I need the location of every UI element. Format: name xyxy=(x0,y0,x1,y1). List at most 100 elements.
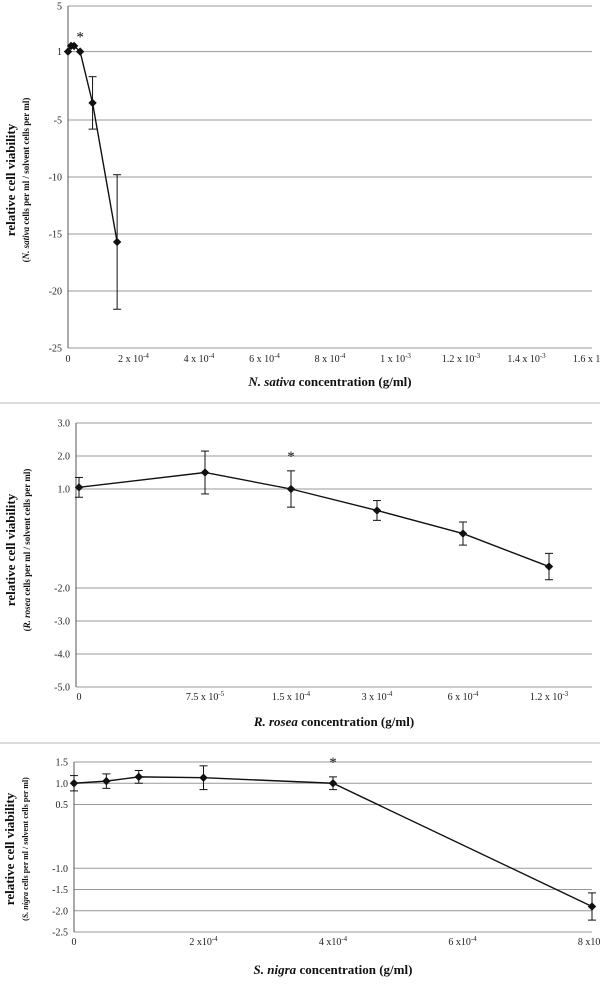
x-tick-exponent: -4 xyxy=(341,935,347,943)
x-tick-exponent: -4 xyxy=(471,935,477,943)
x-tick-mantissa: 7.5 x 10 xyxy=(186,692,219,703)
y-axis-sublabel: (R. rosea cells per ml / solvent cells p… xyxy=(22,469,32,632)
chart-panel-rrosea: 3.0 2.0 1.0 -2.0 -3.0 -4.0 -5.0 0 7.5 x 10-5 1.5 … xyxy=(0,404,600,740)
y-axis-sublabel: (N. sativa cells per ml / solvent cells … xyxy=(21,98,31,263)
data-point xyxy=(458,529,468,538)
x-tick-label: 6 x 10-4 xyxy=(448,690,479,703)
y-axis-sublabel-open: ( xyxy=(22,628,32,631)
y-axis-sublabel-open: ( xyxy=(21,918,30,921)
y-tick-label: -2.0 xyxy=(52,906,68,917)
x-axis-label-species: N. sativa xyxy=(247,374,295,389)
y-tick-label: 1.5 xyxy=(56,758,69,769)
y-axis-sublabel-text: cells per ml / solvent cells per ml xyxy=(22,471,32,598)
series-line xyxy=(67,45,118,243)
x-axis-label-text: concentration (g/ml) xyxy=(298,714,414,729)
panel-divider xyxy=(0,402,600,404)
x-tick-label: 1 x 10-3 xyxy=(380,352,411,365)
series-line xyxy=(78,471,550,568)
y-tick-label: 3.0 xyxy=(58,419,71,430)
x-tick-mantissa: 1.5 x 10 xyxy=(272,692,305,703)
y-axis-sublabel-species: R. rosea xyxy=(22,597,32,629)
chart-snigra: 1.51.00.5-1.0-1.5-2.0-2.50 2 x10-4 4 x10-4… xyxy=(2,755,600,977)
x-tick-exponent: -4 xyxy=(212,935,218,943)
x-axis-label-text: concentration (g/ml) xyxy=(296,962,412,977)
data-point xyxy=(88,98,97,108)
x-tick-exponent: -4 xyxy=(209,352,215,360)
panel-divider xyxy=(0,742,600,744)
y-tick-label: -25 xyxy=(49,344,62,355)
x-tick-mantissa: 6 x 10 xyxy=(448,692,473,703)
significance-asterisk: * xyxy=(76,30,84,46)
x-tick-label: 2 x 10-4 xyxy=(118,352,149,365)
y-axis-sublabel-close: ) xyxy=(21,98,31,101)
x-axis-label: R. rosea concentration (g/ml) xyxy=(253,714,414,729)
y-tick-label: 1.0 xyxy=(56,779,69,790)
chart-panel-nsativa: 5 1 -5 -10 -15 -20 -25 0 2 x 10-4 4 x 10-4 6 x 10-… xyxy=(0,0,600,400)
x-tick-label: 0 xyxy=(66,354,71,365)
x-tick-exponent: -4 xyxy=(143,352,149,360)
x-tick-exponent: -3 xyxy=(562,690,568,698)
y-tick-label: -5.0 xyxy=(54,683,70,694)
x-tick-mantissa: 0 xyxy=(72,937,77,948)
x-tick-exponent: -4 xyxy=(340,352,346,360)
data-point xyxy=(372,506,382,515)
data-point xyxy=(69,41,79,51)
x-tick-label: 8 x 10-4 xyxy=(315,352,346,365)
x-axis-label: S. nigra concentration (g/ml) xyxy=(254,962,413,977)
x-tick-label: 4 x10-4 xyxy=(319,935,348,948)
data-point xyxy=(74,483,84,492)
y-axis-label: relative cell viability xyxy=(3,123,18,236)
y-tick-label: -1.0 xyxy=(52,864,68,875)
x-tick-mantissa: 2 x10 xyxy=(189,937,212,948)
y-tick-label: 1.0 xyxy=(58,485,71,496)
x-tick-mantissa: 4 x 10 xyxy=(184,354,209,365)
x-tick-label: 8 x10-4 xyxy=(578,935,600,948)
chart-rrosea: 3.0 2.0 1.0 -2.0 -3.0 -4.0 -5.0 0 7.5 x 10-5 1.5 … xyxy=(3,419,592,729)
y-tick-label: -2.0 xyxy=(54,584,70,595)
data-point xyxy=(112,237,122,247)
x-tick-label: 7.5 x 10-5 xyxy=(186,690,225,703)
significance-asterisk: * xyxy=(287,449,295,465)
y-axis-sublabel-close: ) xyxy=(22,469,32,472)
data-point xyxy=(69,779,79,788)
data-point xyxy=(200,468,210,477)
x-tick-mantissa: 8 x 10 xyxy=(315,354,340,365)
x-tick-exponent: -3 xyxy=(540,352,546,360)
y-axis-sublabel: (S. nigra cells per ml / solvent cells p… xyxy=(21,777,30,921)
data-point xyxy=(587,902,597,911)
y-axis-label: relative cell viability xyxy=(3,493,18,606)
x-tick-label: 0 xyxy=(77,692,82,703)
data-point xyxy=(544,562,554,571)
x-tick-mantissa: 4 x10 xyxy=(319,937,342,948)
data-point xyxy=(286,484,296,494)
x-tick-mantissa: 0 xyxy=(77,692,82,703)
x-tick-exponent: -4 xyxy=(387,690,393,698)
y-tick-label: 5 xyxy=(57,2,62,13)
y-tick-label: 1 xyxy=(57,47,62,58)
data-point xyxy=(102,776,111,786)
y-tick-label: -3.0 xyxy=(54,617,70,628)
y-tick-label: -1.5 xyxy=(52,885,68,896)
y-tick-label: -4.0 xyxy=(54,650,70,661)
x-axis-label-text: concentration (g/ml) xyxy=(295,374,411,389)
y-tick-label: 2.0 xyxy=(58,452,71,463)
y-axis-sublabel-open: ( xyxy=(21,259,31,262)
y-tick-label: -2.5 xyxy=(52,928,68,939)
x-tick-mantissa: 1 x 10 xyxy=(380,354,405,365)
data-point xyxy=(199,773,208,782)
x-axis-label: N. sativa concentration (g/ml) xyxy=(247,374,411,389)
x-tick-mantissa: 6 x 10 xyxy=(249,354,274,365)
x-tick-mantissa: 0 xyxy=(66,354,71,365)
y-tick-label: 0.5 xyxy=(56,800,69,811)
x-tick-label: 4 x 10-4 xyxy=(184,352,215,365)
data-point xyxy=(75,47,85,56)
y-axis-sublabel-text: cells per ml / solvent cells per ml xyxy=(21,100,31,227)
y-axis-sublabel-close: ) xyxy=(21,777,30,780)
x-tick-label: 0 xyxy=(72,937,77,948)
x-tick-mantissa: 1.4 x 10 xyxy=(507,354,540,365)
y-tick-label: -5 xyxy=(54,116,62,127)
y-axis-sublabel-species: S. nigra xyxy=(21,892,30,918)
x-tick-exponent: -4 xyxy=(304,690,310,698)
x-tick-mantissa: 1.2 x 10 xyxy=(442,354,475,365)
data-point xyxy=(328,779,338,788)
